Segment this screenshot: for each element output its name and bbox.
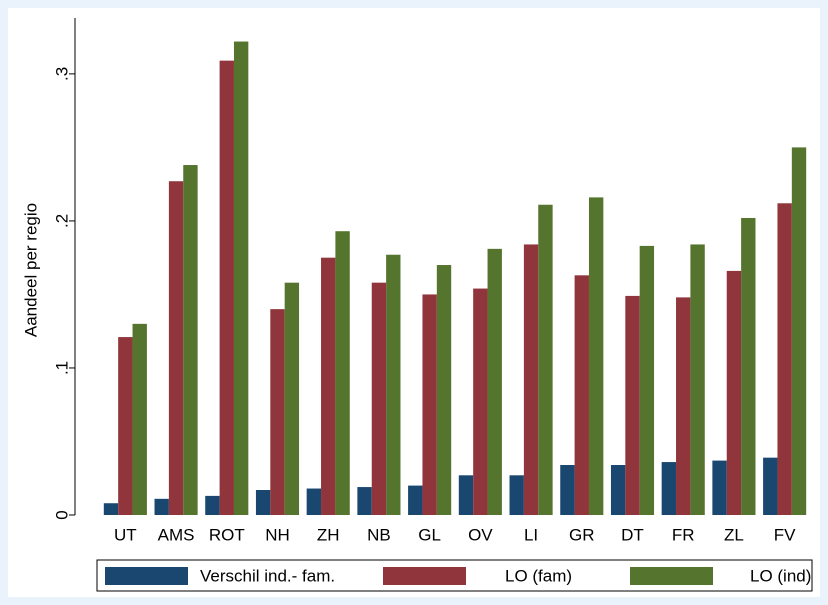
bar bbox=[676, 297, 691, 515]
x-tick-label: ROT bbox=[209, 525, 245, 544]
bar bbox=[357, 487, 372, 515]
bar bbox=[436, 265, 452, 515]
bar bbox=[168, 181, 184, 515]
bar bbox=[183, 165, 198, 515]
x-tick-label: LI bbox=[524, 525, 538, 544]
legend-swatch bbox=[630, 567, 713, 585]
bar bbox=[205, 495, 220, 515]
bar bbox=[154, 498, 169, 515]
y-tick-label: .1 bbox=[52, 361, 71, 375]
bar bbox=[219, 60, 234, 515]
bar bbox=[255, 490, 271, 515]
x-tick-label: UT bbox=[114, 525, 137, 544]
x-tick-label: ZH bbox=[317, 525, 340, 544]
bar bbox=[487, 248, 502, 515]
bar bbox=[726, 270, 742, 515]
bar bbox=[610, 465, 626, 515]
bar bbox=[661, 462, 677, 515]
x-tick-label: AMS bbox=[158, 525, 195, 544]
y-tick-label: .3 bbox=[52, 67, 71, 81]
bar bbox=[422, 294, 437, 515]
bar bbox=[321, 257, 336, 515]
bar bbox=[763, 457, 778, 515]
x-tick-label: NH bbox=[265, 525, 290, 544]
bar bbox=[306, 488, 322, 515]
bar bbox=[712, 460, 727, 515]
legend-label: LO (fam) bbox=[505, 566, 572, 585]
legend-label: LO (ind) bbox=[750, 566, 811, 585]
y-axis-label: Aandeel per regio bbox=[21, 203, 40, 337]
x-tick-label: NB bbox=[367, 525, 391, 544]
bar bbox=[335, 231, 350, 515]
x-tick-label: FR bbox=[672, 525, 695, 544]
legend-label: Verschil ind.- fam. bbox=[200, 566, 335, 585]
bar bbox=[386, 254, 401, 515]
bar bbox=[791, 147, 807, 515]
bar bbox=[118, 337, 133, 515]
x-tick-label: GR bbox=[569, 525, 595, 544]
bar bbox=[777, 203, 792, 515]
legend-swatch bbox=[383, 567, 466, 585]
bar bbox=[741, 217, 756, 516]
x-tick-label: ZL bbox=[724, 525, 744, 544]
bar bbox=[233, 41, 249, 516]
bar bbox=[523, 244, 539, 515]
legend-swatch bbox=[105, 567, 188, 585]
bar bbox=[408, 485, 423, 515]
bar bbox=[371, 282, 387, 515]
bar bbox=[270, 309, 285, 515]
y-tick-label: 0 bbox=[52, 510, 71, 519]
bar bbox=[284, 282, 300, 515]
x-tick-label: DT bbox=[621, 525, 644, 544]
bar bbox=[560, 465, 575, 515]
bar bbox=[639, 245, 655, 516]
bar bbox=[458, 475, 474, 515]
bar bbox=[690, 244, 705, 515]
bar bbox=[473, 288, 488, 515]
bar bbox=[538, 204, 553, 515]
bar bbox=[103, 503, 119, 515]
bar bbox=[625, 295, 640, 515]
y-tick-label: .2 bbox=[52, 214, 71, 228]
bar bbox=[574, 275, 589, 515]
bar bbox=[588, 197, 604, 515]
x-tick-label: FV bbox=[774, 525, 796, 544]
bar bbox=[132, 323, 147, 515]
bar bbox=[509, 475, 524, 515]
x-tick-label: OV bbox=[468, 525, 493, 544]
x-tick-label: GL bbox=[418, 525, 441, 544]
